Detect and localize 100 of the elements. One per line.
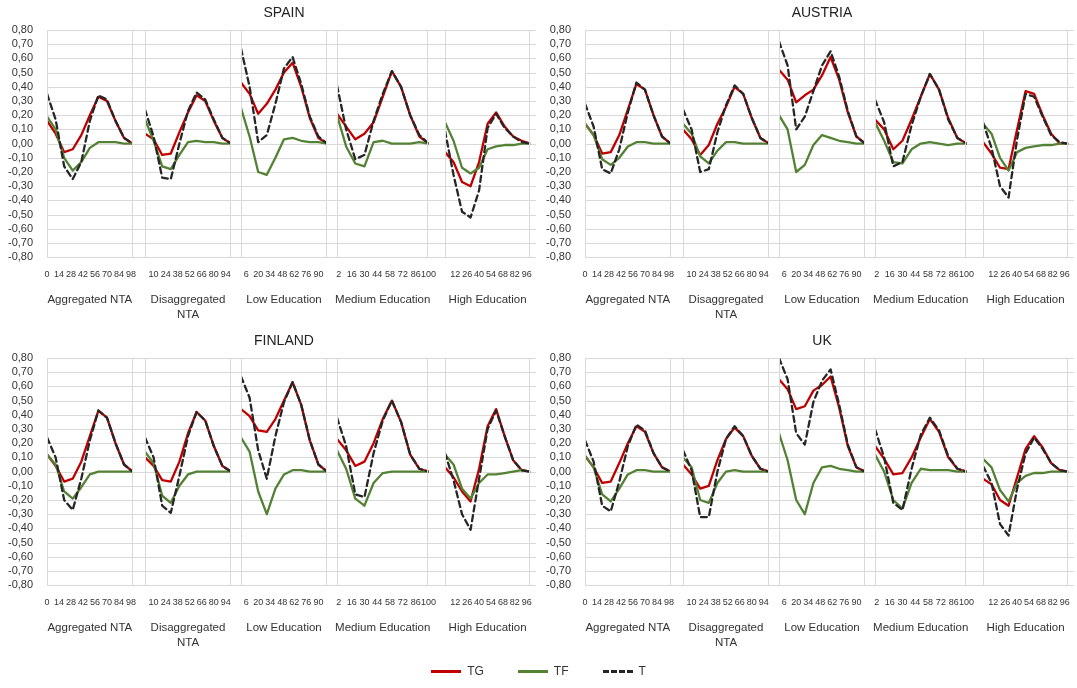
line-series: [47, 92, 133, 181]
x-tick-label: 52: [184, 269, 195, 280]
y-tick-label: 0,30: [549, 422, 572, 435]
x-tick-label: 76: [301, 597, 312, 608]
x-tick-label: 62: [289, 269, 300, 280]
x-tick-label: 96: [521, 597, 532, 608]
x-tick-label: 26: [462, 597, 473, 608]
y-tick-label: 0,50: [11, 65, 34, 78]
y-tick-label: -0,80: [7, 250, 34, 263]
x-axis-title: High Education: [986, 620, 1065, 633]
x-axis-title: High Education: [986, 292, 1065, 305]
x-tick-label: 96: [1059, 597, 1070, 608]
x-tick-label: 38: [172, 597, 183, 608]
y-tick-label: -0,40: [545, 521, 572, 534]
y-tick-label: -0,50: [545, 207, 572, 220]
x-tick-label: 56: [89, 269, 100, 280]
y-tick-label: -0,60: [7, 221, 34, 234]
x-tick-label: 34: [265, 597, 276, 608]
x-tick-label: 0: [44, 597, 50, 608]
x-axis-title: Low Education: [246, 292, 322, 305]
y-tick-label: 0,00: [11, 464, 34, 477]
x-tick-label: 96: [521, 269, 532, 280]
x-tick-label: 94: [758, 597, 769, 608]
x-tick-label: 70: [101, 597, 112, 608]
y-tick-label: 0,10: [549, 122, 572, 135]
x-tick-label: 44: [910, 597, 921, 608]
y-tick-label: 0,20: [11, 436, 34, 449]
y-tick-label: 0,40: [11, 79, 34, 92]
x-tick-label: 20: [253, 269, 264, 280]
x-axis-title: Low Education: [246, 620, 322, 633]
x-axis-title: Aggregated NTA: [585, 620, 671, 633]
x-tick-label: 90: [313, 269, 324, 280]
x-tick-label: 42: [77, 597, 88, 608]
x-tick-label: 40: [1012, 597, 1023, 608]
x-axis-title: Medium Education: [335, 292, 431, 305]
y-tick-label: -0,40: [7, 521, 34, 534]
y-tick-label: 0,40: [549, 79, 572, 92]
x-tick-label: 58: [385, 597, 396, 608]
x-axis-title: Disaggregated NTA: [688, 292, 764, 320]
x-tick-label: 10: [686, 597, 697, 608]
x-axis-title: Medium Education: [335, 620, 431, 633]
y-tick-label: -0,70: [545, 564, 572, 577]
x-tick-label: 42: [77, 269, 88, 280]
x-tick-label: 68: [497, 597, 508, 608]
legend-label: TG: [467, 664, 484, 678]
x-axis-title: Aggregated NTA: [47, 292, 133, 305]
x-tick-label: 98: [663, 269, 674, 280]
x-tick-label: 72: [397, 269, 408, 280]
x-tick-label: 56: [627, 597, 638, 608]
y-tick-label: -0,50: [7, 535, 34, 548]
x-tick-label: 80: [208, 597, 219, 608]
x-tick-label: 86: [410, 269, 421, 280]
x-tick-label: 16: [884, 597, 895, 608]
line-series: [585, 81, 671, 175]
x-tick-label: 10: [686, 269, 697, 280]
x-tick-label: 86: [948, 597, 959, 608]
x-tick-label: 24: [160, 269, 171, 280]
y-tick-label: -0,20: [7, 165, 34, 178]
x-tick-label: 48: [277, 269, 288, 280]
y-tick-label: 0,00: [549, 464, 572, 477]
x-tick-label: 16: [346, 597, 357, 608]
y-tick-label: -0,20: [545, 493, 572, 506]
x-tick-label: 54: [486, 269, 497, 280]
y-tick-label: -0,20: [545, 165, 572, 178]
x-tick-label: 84: [651, 597, 662, 608]
y-tick-label: 0,80: [549, 351, 572, 364]
x-tick-label: 40: [474, 597, 485, 608]
y-tick-label: -0,30: [7, 179, 34, 192]
x-tick-label: 16: [346, 269, 357, 280]
y-tick-label: -0,30: [545, 507, 572, 520]
legend-label: TF: [553, 664, 569, 678]
x-tick-label: 94: [220, 597, 231, 608]
x-tick-label: 42: [615, 269, 626, 280]
x-tick-label: 82: [1047, 597, 1058, 608]
y-tick-label: -0,50: [545, 535, 572, 548]
y-tick-label: 0,60: [11, 51, 34, 64]
x-tick-label: 94: [758, 269, 769, 280]
x-tick-label: 90: [851, 597, 862, 608]
x-tick-label: 82: [1047, 269, 1058, 280]
y-tick-label: -0,70: [7, 564, 34, 577]
x-axis-title: High Education: [448, 292, 527, 305]
x-tick-label: 66: [196, 597, 207, 608]
x-tick-label: 26: [1000, 269, 1011, 280]
x-tick-label: 82: [509, 269, 520, 280]
x-tick-label: 28: [604, 597, 615, 608]
x-tick-label: 58: [923, 597, 934, 608]
x-tick-label: 2: [336, 597, 342, 608]
y-tick-label: -0,70: [545, 236, 572, 249]
x-axis-title: Aggregated NTA: [47, 620, 133, 633]
x-tick-label: 84: [113, 269, 124, 280]
x-tick-label: 10: [148, 597, 159, 608]
x-tick-label: 26: [462, 269, 473, 280]
x-tick-label: 14: [54, 269, 65, 280]
x-tick-label: 84: [113, 597, 124, 608]
x-tick-label: 2: [874, 597, 880, 608]
x-tick-label: 30: [897, 597, 908, 608]
x-tick-label: 24: [698, 269, 709, 280]
x-tick-label: 76: [839, 269, 850, 280]
x-tick-label: 24: [160, 597, 171, 608]
y-tick-label: 0,50: [11, 393, 34, 406]
